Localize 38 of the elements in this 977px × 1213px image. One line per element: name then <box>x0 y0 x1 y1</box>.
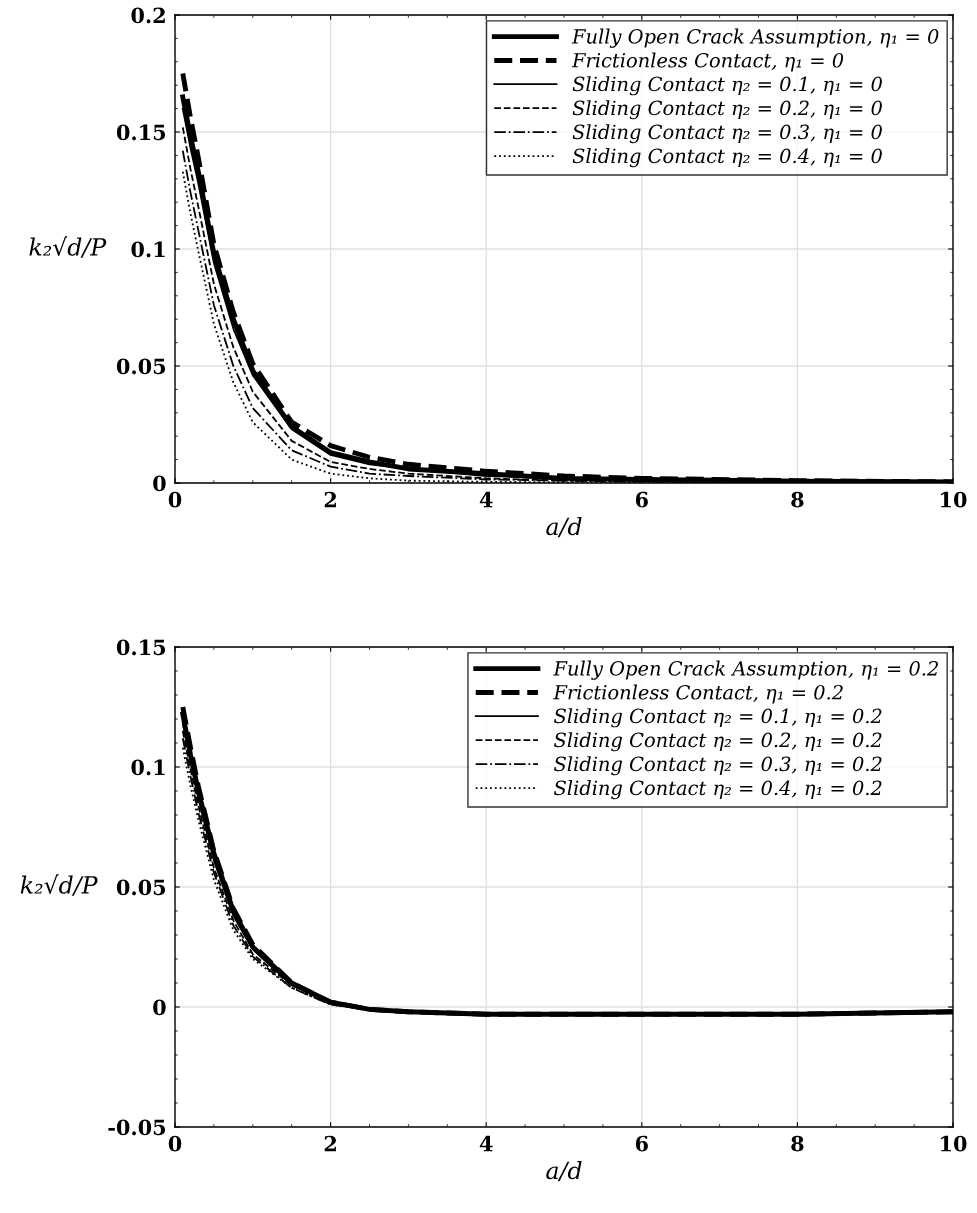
x-tick-label: 4 <box>479 491 493 508</box>
x-axis-title: a/d <box>546 517 582 538</box>
legend-label: Sliding Contact η₂ = 0.1, η₁ = 0.2 <box>554 708 882 728</box>
legend-label: Sliding Contact η₂ = 0.4, η₁ = 0.2 <box>554 780 882 800</box>
legend-label: Fully Open Crack Assumption, η₁ = 0 <box>571 28 939 48</box>
legend-label: Sliding Contact η₂ = 0.3, η₁ = 0 <box>572 124 882 144</box>
legend-label: Sliding Contact η₂ = 0.2, η₁ = 0 <box>572 100 882 120</box>
y-tick-label: 0.2 <box>131 7 165 24</box>
y-tick-label: -0.05 <box>108 1119 166 1136</box>
legend-label: Fully Open Crack Assumption, η₁ = 0.2 <box>553 660 939 680</box>
y-tick-label: 0.1 <box>131 241 165 258</box>
x-tick-label: 8 <box>791 491 804 508</box>
legend-label: Sliding Contact η₂ = 0.2, η₁ = 0.2 <box>554 732 882 752</box>
x-tick-label: 2 <box>324 491 336 508</box>
y-axis-title: k₂√d/P <box>29 236 107 258</box>
x-tick-label: 6 <box>635 1135 648 1152</box>
x-tick-label: 10 <box>941 1135 967 1152</box>
x-tick-label: 2 <box>324 1135 336 1152</box>
legend-label: Sliding Contact η₂ = 0.3, η₁ = 0.2 <box>554 756 882 776</box>
x-axis-title: a/d <box>546 1161 582 1182</box>
x-tick-label: 6 <box>635 491 648 508</box>
legend-label: Frictionless Contact, η₁ = 0 <box>571 52 844 72</box>
legend-label: Frictionless Contact, η₁ = 0.2 <box>553 684 843 704</box>
y-tick-label: 0.05 <box>116 879 166 896</box>
y-tick-label: 0.15 <box>116 124 166 141</box>
x-tick-label: 4 <box>479 1135 493 1152</box>
x-tick-label: 0 <box>168 491 182 508</box>
legend-label: Sliding Contact η₂ = 0.4, η₁ = 0 <box>572 148 882 168</box>
legend-label: Sliding Contact η₂ = 0.1, η₁ = 0 <box>572 76 882 96</box>
y-tick-label: 0 <box>153 999 166 1016</box>
x-tick-label: 8 <box>791 1135 804 1152</box>
x-tick-label: 0 <box>168 1135 182 1152</box>
y-tick-label: 0 <box>153 475 166 492</box>
y-tick-label: 0.15 <box>116 639 166 656</box>
y-tick-label: 0.1 <box>131 759 165 776</box>
x-tick-label: 10 <box>941 491 967 508</box>
y-axis-title: k₂√d/P <box>20 874 98 896</box>
y-tick-label: 0.05 <box>116 358 166 375</box>
